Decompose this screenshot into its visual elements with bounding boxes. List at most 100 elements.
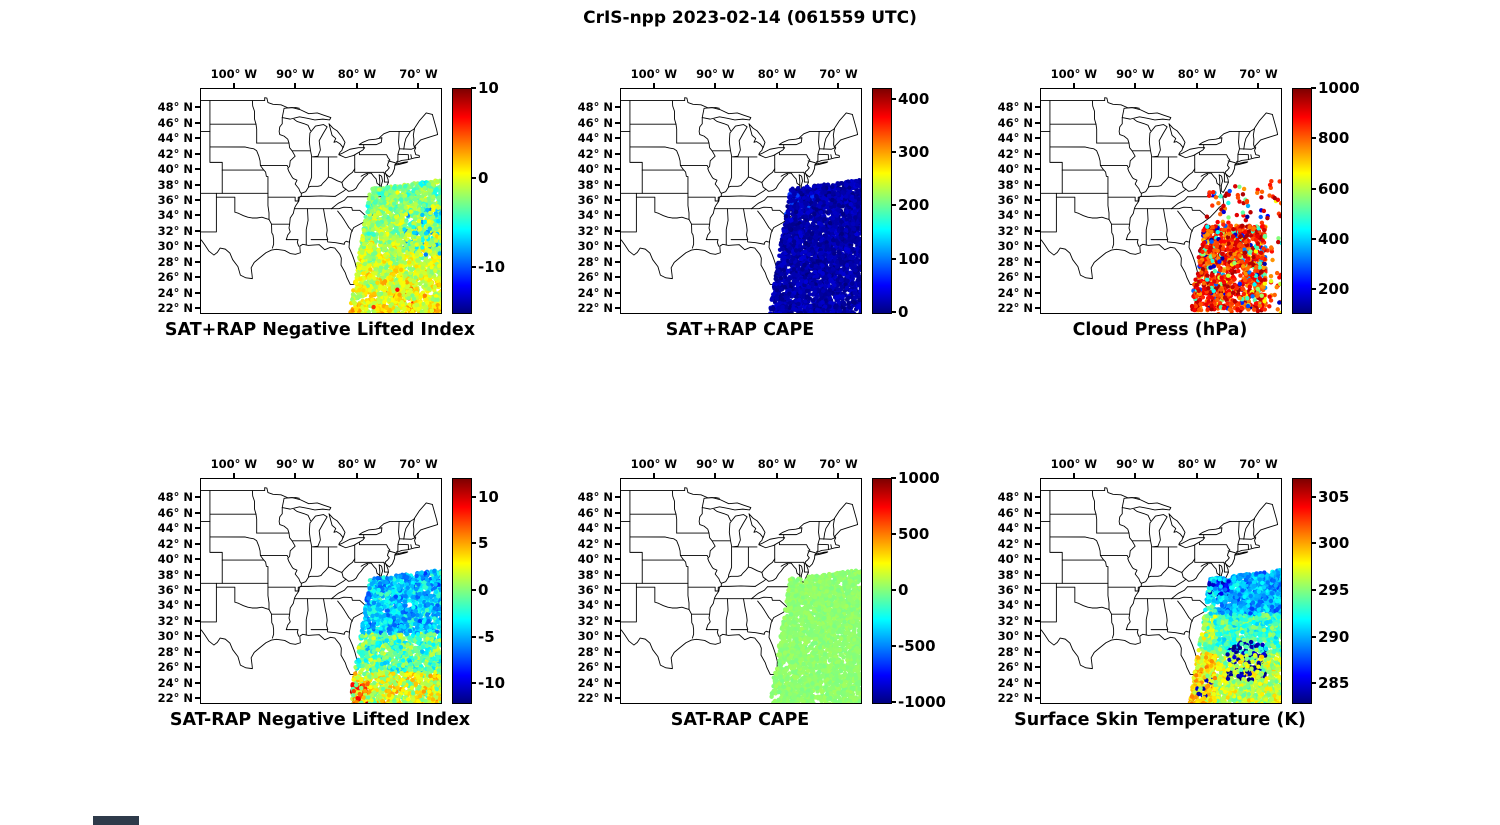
lat-tick-mark [615, 496, 620, 499]
lat-tick-label: 44° N [157, 131, 193, 146]
lat-tick-mark [615, 681, 620, 684]
colorbar-tick-label: 200 [898, 196, 930, 215]
lat-tick-label: 48° N [577, 100, 613, 115]
lon-tick-mark [1195, 473, 1198, 478]
lat-tick-mark [195, 152, 200, 155]
colorbar-tick-mark [1311, 589, 1316, 591]
lat-tick-label: 42° N [997, 536, 1033, 551]
lon-tick-mark [1257, 473, 1260, 478]
colorbar-tick-mark [891, 477, 896, 479]
panel-sat_plus_rap_cape: 100° W 90° W 80° W 70° W 48° N 46° N 44° N 42° … [535, 55, 965, 355]
lat-tick-label: 22° N [577, 301, 613, 316]
map-canvas [620, 88, 862, 314]
lat-tick-mark [615, 573, 620, 576]
colorbar-tick-mark [471, 542, 476, 545]
colorbar-tick-mark [1311, 288, 1316, 291]
lat-tick-mark [195, 666, 200, 669]
lat-tick-mark [1035, 137, 1040, 140]
colorbar-tick-label: 300 [1318, 534, 1350, 553]
lon-tick-label: 70° W [1239, 457, 1278, 471]
lat-tick-mark [615, 260, 620, 263]
lat-tick-label: 24° N [997, 285, 1033, 300]
lon-tick-label: 100° W [630, 457, 678, 471]
lat-tick-mark [195, 168, 200, 171]
map-canvas [1040, 88, 1282, 314]
lat-tick-label: 46° N [157, 115, 193, 130]
map-canvas [200, 88, 442, 314]
lat-tick-label: 44° N [157, 521, 193, 536]
lat-tick-label: 26° N [997, 270, 1033, 285]
lat-tick-mark [1035, 152, 1040, 155]
colorbar-tick-mark [471, 87, 476, 89]
colorbar-tick-label: 200 [1318, 280, 1350, 299]
lat-tick-label: 28° N [157, 644, 193, 659]
lat-tick-label: 30° N [157, 239, 193, 254]
lon-tick-label: 70° W [1239, 67, 1278, 81]
lat-tick-label: 42° N [157, 536, 193, 551]
lon-tick-label: 90° W [1116, 67, 1155, 81]
lat-tick-label: 48° N [157, 490, 193, 505]
colorbar-tick-mark [1311, 495, 1316, 498]
lat-tick-label: 44° N [577, 131, 613, 146]
lat-tick-label: 42° N [157, 146, 193, 161]
lat-tick-mark [1035, 589, 1040, 591]
colorbar-canvas [1292, 478, 1312, 704]
colorbar-tick-mark [1311, 238, 1316, 240]
lat-tick-mark [1035, 573, 1040, 576]
lat-tick-label: 46° N [997, 505, 1033, 520]
lat-tick-label: 40° N [157, 162, 193, 177]
lat-tick-label: 28° N [997, 254, 1033, 269]
colorbar-tick-mark [471, 635, 476, 638]
lat-tick-label: 38° N [577, 567, 613, 582]
lon-tick-mark [1257, 83, 1260, 88]
lon-tick-mark [775, 473, 778, 478]
lon-tick-mark [714, 473, 717, 478]
lat-tick-label: 36° N [997, 583, 1033, 597]
colorbar-tick-label: -5 [478, 627, 495, 646]
lat-tick-mark [195, 527, 200, 530]
lat-tick-label: 26° N [577, 270, 613, 285]
lat-tick-mark [615, 291, 620, 294]
lat-tick-mark [195, 496, 200, 499]
colorbar-canvas [452, 88, 472, 314]
colorbar-tick-label: 305 [1318, 487, 1350, 506]
lat-tick-mark [615, 635, 620, 638]
colorbar-tick-mark [891, 151, 896, 153]
lat-tick-mark [615, 152, 620, 155]
lat-tick-mark [615, 558, 620, 561]
lat-tick-mark [195, 573, 200, 576]
lat-tick-label: 46° N [997, 115, 1033, 130]
lat-tick-mark [195, 511, 200, 514]
lat-tick-label: 24° N [577, 285, 613, 300]
colorbar-tick-mark [891, 311, 896, 313]
lat-tick-label: 32° N [157, 223, 193, 238]
lat-tick-label: 32° N [997, 613, 1033, 628]
lat-tick-mark [195, 229, 200, 232]
lon-tick-label: 90° W [696, 67, 735, 81]
lon-tick-mark [775, 83, 778, 88]
lat-tick-mark [1035, 106, 1040, 109]
lon-tick-mark [652, 83, 655, 88]
lon-tick-label: 90° W [276, 457, 315, 471]
lat-tick-label: 34° N [157, 208, 193, 223]
lat-tick-mark [195, 106, 200, 109]
colorbar-tick-mark [891, 701, 896, 703]
colorbar-tick-label: -500 [898, 637, 936, 655]
lat-tick-label: 48° N [997, 490, 1033, 505]
lon-tick-label: 80° W [337, 457, 377, 471]
lon-tick-mark [652, 473, 655, 478]
lat-tick-mark [195, 199, 200, 201]
lat-tick-label: 34° N [577, 598, 613, 613]
panel-sat_minus_rap_cape: 100° W 90° W 80° W 70° W 48° N 46° N 44° N 42° … [535, 445, 965, 745]
figure-title: CrIS-npp 2023-02-14 (061559 UTC) [583, 8, 917, 28]
lat-tick-mark [615, 168, 620, 171]
lat-tick-mark [615, 307, 620, 310]
lon-tick-mark [1134, 83, 1137, 88]
lat-tick-mark [1035, 542, 1040, 545]
panel-title: SAT-RAP Negative Lifted Index [169, 710, 471, 730]
lat-tick-mark [195, 214, 200, 217]
lon-tick-mark [232, 83, 235, 88]
lat-tick-mark [615, 106, 620, 109]
lat-tick-label: 26° N [157, 660, 193, 675]
